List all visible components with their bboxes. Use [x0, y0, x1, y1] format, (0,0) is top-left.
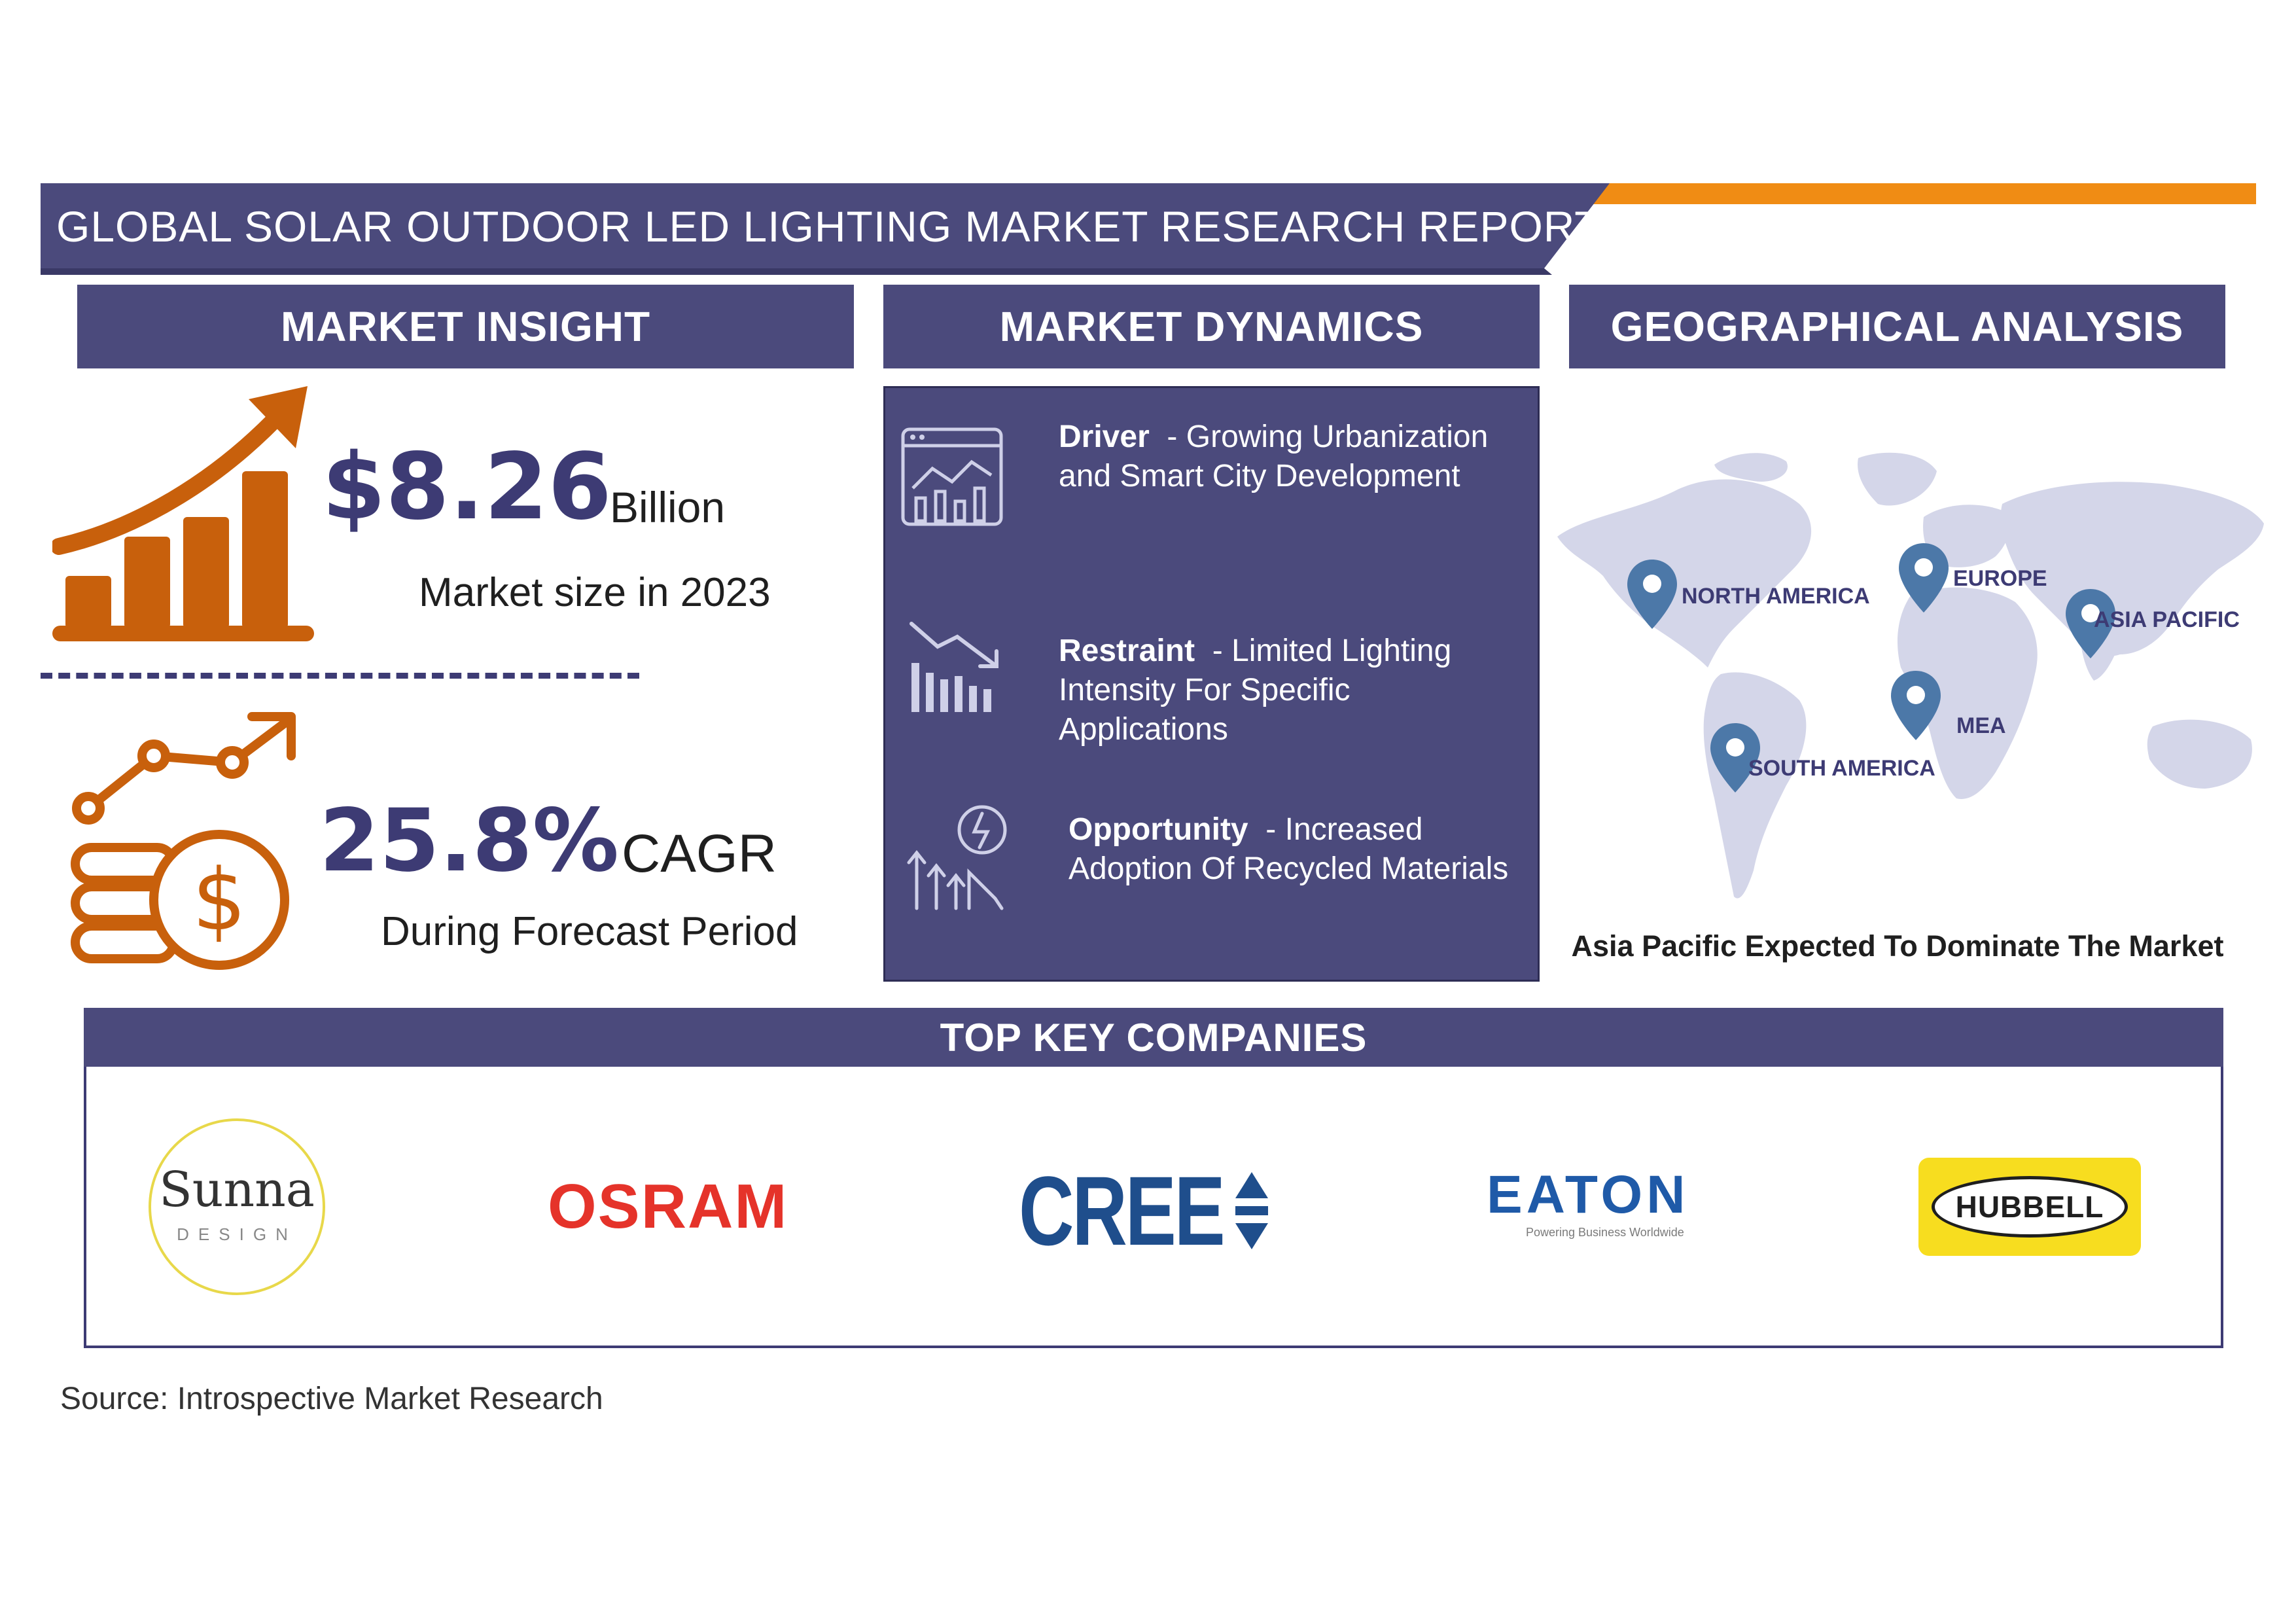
- cree-wordmark: CREE: [1019, 1156, 1226, 1266]
- restraint-separator: -: [1212, 633, 1232, 668]
- region-mea: MEA: [1956, 713, 2006, 738]
- hubbell-wordmark: HUBBELL: [1955, 1190, 2104, 1224]
- restraint-description: Limited Lighting Intensity For Specific …: [1059, 633, 1452, 747]
- location-pin-icon: [1627, 543, 2115, 793]
- market-dynamics-heading: MARKET DYNAMICS: [883, 285, 1540, 368]
- market-dynamics-panel: Driver - Growing Urbanization and Smart …: [883, 386, 1540, 982]
- growth-bar-chart-icon: [52, 386, 314, 641]
- opportunity-title: Opportunity: [1069, 812, 1248, 847]
- companies-heading: TOP KEY COMPANIES: [84, 1008, 2223, 1067]
- sunna-wordmark: Sunna: [159, 1162, 315, 1218]
- declining-chart-icon: [910, 622, 998, 712]
- analytics-dashboard-icon: [901, 427, 1003, 526]
- osram-logo: OSRAM: [548, 1171, 788, 1241]
- header-banner: GLOBAL SOLAR OUTDOOR LED LIGHTING MARKET…: [0, 183, 2296, 275]
- companies-panel: TOP KEY COMPANIES Sunna DESIGN OSRAM CRE…: [84, 1008, 2223, 1348]
- world-map: [1557, 452, 2264, 899]
- sunna-logo: Sunna DESIGN: [149, 1118, 325, 1295]
- driver-text: Driver - Growing Urbanization and Smart …: [1059, 418, 1517, 496]
- driver-separator: -: [1167, 419, 1186, 454]
- market-size-label: Market size in 2023: [419, 570, 771, 615]
- hubbell-globe-icon: HUBBELL: [1932, 1176, 2128, 1238]
- sunna-subtitle: DESIGN: [177, 1224, 297, 1244]
- geography-caption: Asia Pacific Expected To Dominate The Ma…: [1571, 929, 2224, 963]
- driver-title: Driver: [1059, 419, 1150, 454]
- cree-logo: CREE: [1019, 1154, 1271, 1268]
- cagr-value: 25.8%: [319, 791, 619, 891]
- region-south-america: SOUTH AMERICA: [1748, 756, 1935, 781]
- opportunity-separator: -: [1265, 812, 1285, 847]
- cagr-label: During Forecast Period: [381, 909, 798, 954]
- region-north-america: NORTH AMERICA: [1682, 584, 1870, 609]
- growth-idea-icon: [907, 805, 1007, 910]
- market-size-value: $8.26: [322, 434, 612, 541]
- restraint-text: Restraint - Limited Lighting Intensity F…: [1059, 632, 1517, 749]
- region-asia-pacific: ASIA PACIFIC: [2094, 607, 2240, 632]
- cree-arrows-icon: [1235, 1171, 1268, 1249]
- region-europe: EUROPE: [1953, 566, 2047, 591]
- section-divider: [41, 673, 639, 679]
- opportunity-text: Opportunity - Increased Adoption Of Recy…: [1069, 810, 1513, 889]
- eaton-tagline: Powering Business Worldwide: [1526, 1226, 1684, 1239]
- hubbell-logo: HUBBELL: [1918, 1158, 2141, 1256]
- eaton-wordmark: EATON: [1487, 1165, 1689, 1224]
- cagr-unit: CAGR: [622, 824, 777, 883]
- eaton-logo: EATON Powering Business Worldwide: [1487, 1164, 1689, 1240]
- market-size-unit: Billion: [610, 483, 726, 531]
- banner-shape: [41, 183, 2256, 275]
- driver-description: Growing Urbanization and Smart City Deve…: [1059, 419, 1489, 493]
- svg-text:$: $: [192, 850, 247, 950]
- restraint-title: Restraint: [1059, 633, 1195, 668]
- coin-growth-icon: $: [71, 712, 296, 970]
- market-insight-heading: MARKET INSIGHT: [77, 285, 854, 368]
- geographical-analysis-heading: GEOGRAPHICAL ANALYSIS: [1569, 285, 2225, 368]
- report-title: GLOBAL SOLAR OUTDOOR LED LIGHTING MARKET…: [56, 202, 1602, 251]
- opportunity-description: Increased Adoption Of Recycled Materials: [1069, 812, 1509, 886]
- source-note: Source: Introspective Market Research: [60, 1382, 603, 1416]
